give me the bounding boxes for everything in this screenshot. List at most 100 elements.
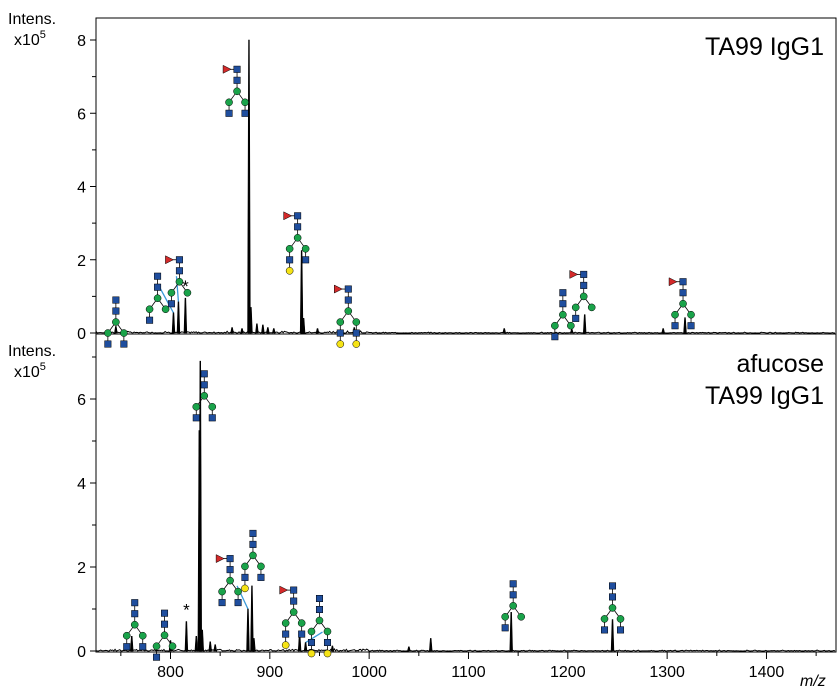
glcnac-square (249, 540, 257, 548)
baseline-noise (95, 329, 836, 334)
baseline-noise (95, 647, 836, 652)
spectrum-peak (683, 317, 687, 334)
glycan-icon-g2f (334, 284, 361, 348)
mannose-circle (293, 234, 302, 242)
glycan-icon-g0-glcnac (152, 609, 177, 661)
mannose-circle (153, 294, 162, 303)
glcnac-square (241, 573, 249, 581)
y-tick-label: 0 (77, 326, 86, 343)
x-tick-label: 1100 (451, 664, 486, 681)
glcnac-square (249, 529, 257, 537)
mannose-circle (167, 288, 176, 297)
spectrum-peak (266, 327, 270, 334)
glycan-icon-g0 (122, 599, 147, 651)
fucose-triangle (569, 269, 579, 279)
x-tick-label: 1200 (550, 664, 586, 681)
spectrum-peak (330, 645, 335, 652)
x-tick-label: 1400 (749, 664, 785, 681)
yunit-top: x105 (14, 29, 46, 49)
x-tick-label: 800 (157, 664, 184, 681)
glcnac-square (175, 256, 183, 264)
mannose-circle (344, 307, 353, 315)
glcnac-square (241, 109, 249, 117)
y-tick-label: 6 (77, 392, 86, 409)
mannose-circle (226, 576, 234, 585)
glcnac-square (617, 626, 625, 634)
mannose-circle (501, 613, 509, 621)
mannose-circle (112, 318, 120, 326)
spectrum-peak (661, 328, 665, 334)
spectrum-peak (509, 612, 513, 652)
mannose-circle (161, 305, 170, 314)
glcnac-square (218, 599, 226, 607)
spectrum-peak (184, 621, 189, 652)
fucose-triangle (668, 277, 678, 287)
spectrum-peak (303, 642, 308, 652)
glcnac-square (233, 76, 241, 84)
glycan-icon-g0 (192, 370, 217, 422)
glcnac-square (154, 272, 162, 280)
galactose-circle (307, 649, 316, 658)
glcnac-square (112, 296, 120, 304)
asterisk-annotation: * (182, 277, 189, 296)
mannose-circle (225, 98, 233, 107)
spectrum-peak (249, 307, 253, 334)
spectrum-peak (230, 327, 234, 334)
mannose-circle (608, 604, 617, 612)
mannose-circle (297, 619, 306, 627)
mannose-circle (249, 551, 257, 560)
spectrum-peak (502, 328, 507, 334)
mannose-circle (218, 587, 226, 596)
spectrum-peak (610, 619, 615, 652)
glcnac-square (139, 643, 147, 651)
glcnac-square (154, 283, 162, 291)
glcnac-square (298, 630, 306, 638)
mannose-circle (571, 303, 580, 312)
glcnac-square (226, 555, 234, 563)
glycan-icon-g0-glcnac (551, 289, 575, 341)
spectrum-peak (114, 326, 118, 334)
glcnac-square (323, 639, 331, 646)
spectrum-peak (250, 585, 254, 652)
glycan-icon-g1f (279, 585, 306, 649)
x-tick-label: 900 (256, 664, 283, 681)
panel-title-line: afucose (736, 350, 824, 378)
x-tick-label: 1300 (649, 664, 685, 681)
glycan-icon-g0f-glcnac (165, 255, 192, 308)
ylabel-top: Intens. (8, 11, 56, 28)
mannose-circle (352, 318, 361, 326)
fucose-triangle (334, 284, 343, 294)
glcnac-square (282, 630, 290, 638)
spectrum-peak (315, 328, 320, 334)
mannose-circle (192, 403, 201, 411)
glcnac-square (336, 329, 344, 337)
glcnac-square (601, 626, 609, 634)
mannose-circle (285, 245, 294, 253)
glcnac-square (609, 582, 617, 590)
y-tick-label: 8 (77, 33, 86, 50)
glcnac-square (175, 267, 183, 275)
glcnac-square (307, 639, 315, 646)
mannose-circle (600, 615, 609, 623)
mannose-circle (616, 615, 625, 623)
galactose-circle (281, 641, 290, 649)
glcnac-square (352, 329, 360, 337)
glcnac-square (104, 340, 112, 348)
axes: 0 2 4 6 8 0 2 4 6 800 900 1000 1100 1200 1300 1400 (77, 33, 817, 681)
mannose-circle (579, 292, 588, 301)
plot-frame-bottom (95, 333, 837, 653)
glcnac-square (290, 597, 298, 605)
spectrum-peak (301, 318, 306, 334)
glcnac-square (234, 599, 242, 607)
glcnac-square (208, 414, 216, 422)
mannose-circle (120, 329, 128, 337)
glycan-icon-g0-glcnac (145, 272, 170, 324)
glcnac-square (225, 109, 233, 117)
glcnac-square (161, 620, 169, 628)
glcnac-square (161, 609, 169, 617)
mannose-circle (281, 619, 290, 627)
mannose-circle (160, 631, 169, 640)
mannose-circle (104, 329, 112, 337)
spectrum-peak (213, 644, 217, 652)
mannose-circle (323, 627, 332, 636)
